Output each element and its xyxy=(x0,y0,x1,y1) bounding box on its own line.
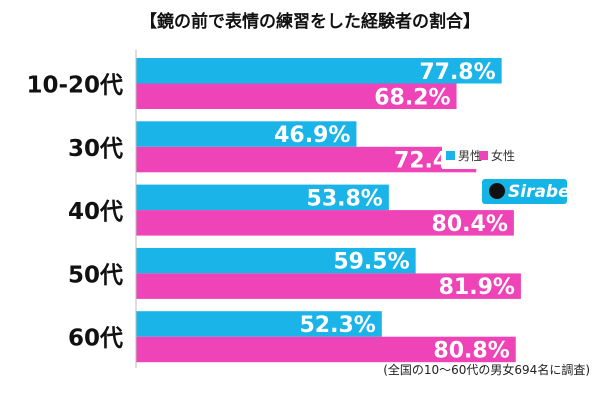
logo-background xyxy=(482,179,567,204)
data-label-female: 81.9% xyxy=(439,275,515,300)
data-label-female: 68.2% xyxy=(374,85,450,110)
bar-female xyxy=(136,210,514,236)
bar-male xyxy=(136,311,382,337)
bar-female xyxy=(136,273,521,299)
category-label: 40代 xyxy=(68,199,123,225)
legend-swatch-female xyxy=(479,151,488,160)
survey-note: (全国の10〜60代の男女694名に調査) xyxy=(383,362,590,377)
bar-male xyxy=(136,184,389,211)
category-label: 50代 xyxy=(68,262,123,288)
data-label-female: 80.4% xyxy=(432,212,508,237)
bar-male xyxy=(136,58,502,84)
data-label-male: 52.3% xyxy=(299,313,375,338)
legend-swatch-male xyxy=(446,151,455,160)
sirabee-logo: Sirabee xyxy=(482,179,581,204)
bar-female xyxy=(136,146,477,173)
bar-female xyxy=(136,83,457,109)
category-label: 60代 xyxy=(68,326,123,352)
category-label: 30代 xyxy=(68,136,123,162)
data-label-male: 77.8% xyxy=(419,60,495,85)
data-label-male: 46.9% xyxy=(274,123,350,148)
logo-mark-icon xyxy=(489,183,505,199)
bars-group: 10-20代77.8%68.2%30代46.9%72.4%40代53.8%80.… xyxy=(26,58,521,363)
legend-label-male: 男性 xyxy=(458,149,482,163)
bar-female xyxy=(136,336,516,363)
legend-label-female: 女性 xyxy=(491,148,515,163)
bar-male xyxy=(136,247,416,274)
chart-title: 【鏡の前で表情の練習をした経験者の割合】 xyxy=(140,11,480,32)
category-label: 10-20代 xyxy=(26,73,123,99)
data-label-male: 59.5% xyxy=(333,250,409,275)
data-label-female: 80.8% xyxy=(433,338,509,363)
logo-text: Sirabee xyxy=(508,182,581,202)
data-label-male: 53.8% xyxy=(307,186,383,211)
legend: 男性 女性 xyxy=(442,145,515,169)
bar-male xyxy=(136,121,357,147)
